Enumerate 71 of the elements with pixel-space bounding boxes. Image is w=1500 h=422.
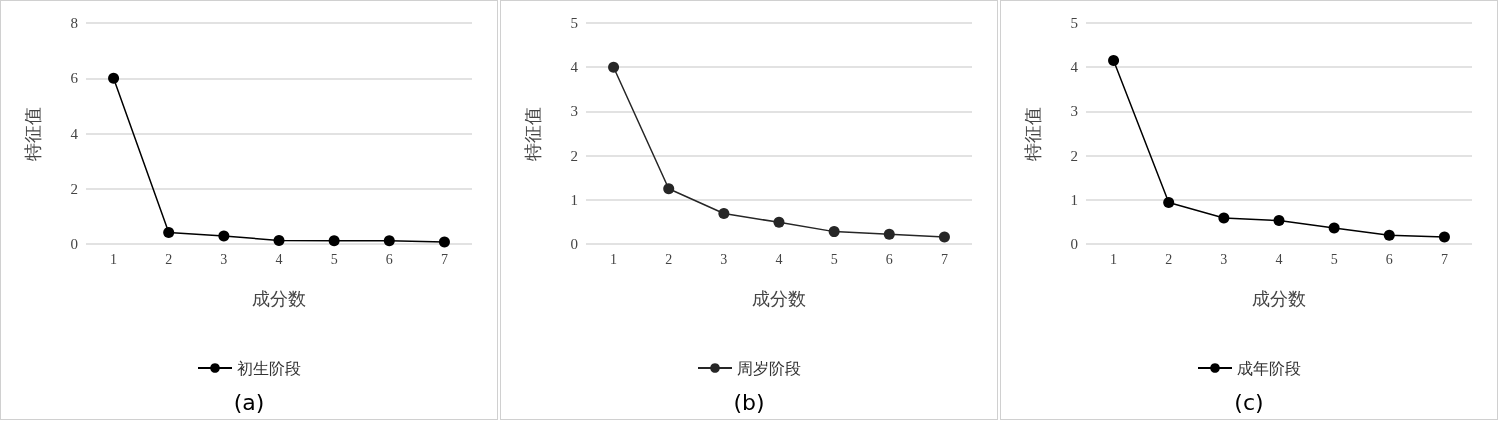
x-axis-title: 成分数 <box>752 287 806 309</box>
y-tick-label: 4 <box>70 125 79 142</box>
y-tick-label: 0 <box>570 236 578 252</box>
point <box>1328 222 1340 234</box>
y-tick-label: 0 <box>70 236 78 252</box>
point <box>663 183 675 195</box>
point <box>773 216 785 228</box>
point <box>163 226 175 238</box>
point <box>1218 212 1230 224</box>
point <box>438 236 450 248</box>
point <box>273 234 285 246</box>
y-tick-label: 5 <box>1070 15 1078 31</box>
point <box>1383 229 1395 241</box>
point <box>1108 55 1120 67</box>
x-tick-label: 2 <box>1165 251 1173 267</box>
point <box>938 231 950 243</box>
y-tick-label: 8 <box>70 15 78 31</box>
x-tick-label: 7 <box>440 251 448 267</box>
x-tick-label: 3 <box>1220 251 1228 267</box>
point <box>328 235 340 247</box>
point <box>1163 196 1175 208</box>
y-tick-label: 6 <box>70 70 79 87</box>
x-tick-label: 4 <box>775 251 783 267</box>
y-axis-title: 特征值 <box>521 106 543 161</box>
x-axis-title: 成分数 <box>252 287 306 309</box>
y-tick-label: 3 <box>1070 103 1078 120</box>
point <box>883 228 895 240</box>
point <box>1273 215 1285 227</box>
y-tick-label: 3 <box>570 103 578 120</box>
point <box>108 72 120 84</box>
x-tick-label: 7 <box>1440 251 1448 267</box>
y-tick-label: 4 <box>570 59 579 76</box>
y-tick-label: 2 <box>70 180 78 197</box>
x-tick-label: 2 <box>665 251 673 267</box>
point <box>218 230 230 242</box>
x-tick-label: 6 <box>385 251 393 267</box>
x-tick-label: 3 <box>220 251 228 267</box>
y-tick-label: 0 <box>1070 236 1078 252</box>
y-tick-label: 1 <box>1070 191 1078 208</box>
x-tick-label: 4 <box>1275 251 1283 267</box>
y-tick-label: 4 <box>1070 59 1079 76</box>
x-tick-label: 5 <box>1330 251 1338 267</box>
point <box>1438 231 1450 243</box>
x-tick-label: 1 <box>610 251 618 267</box>
x-tick-label: 5 <box>830 251 838 267</box>
y-axis-title: 特征值 <box>1021 106 1043 161</box>
legend-label: 周岁阶段 <box>737 358 801 378</box>
x-tick-label: 4 <box>275 251 283 267</box>
x-tick-label: 6 <box>1385 251 1393 267</box>
x-axis-title: 成分数 <box>1252 287 1306 309</box>
x-tick-label: 3 <box>720 251 728 267</box>
x-tick-label: 2 <box>165 251 173 267</box>
y-tick-label: 1 <box>570 191 578 208</box>
text: (c) <box>1234 389 1264 415</box>
y-tick-label: 2 <box>1070 147 1078 164</box>
y-tick-label: 2 <box>570 147 578 164</box>
text: (b) <box>733 389 765 415</box>
point <box>383 235 395 247</box>
y-axis-title: 特征值 <box>21 106 43 161</box>
point <box>828 226 840 238</box>
x-tick-label: 6 <box>885 251 893 267</box>
point <box>718 208 730 219</box>
text: (a) <box>233 389 265 415</box>
legend-label: 初生阶段 <box>237 358 301 378</box>
y-tick-label: 5 <box>570 15 578 31</box>
x-tick-label: 1 <box>1110 251 1118 267</box>
point <box>608 61 620 73</box>
x-tick-label: 1 <box>110 251 118 267</box>
legend-label: 成年阶段 <box>1237 358 1301 378</box>
x-tick-label: 7 <box>940 251 948 267</box>
x-tick-label: 5 <box>330 251 338 267</box>
